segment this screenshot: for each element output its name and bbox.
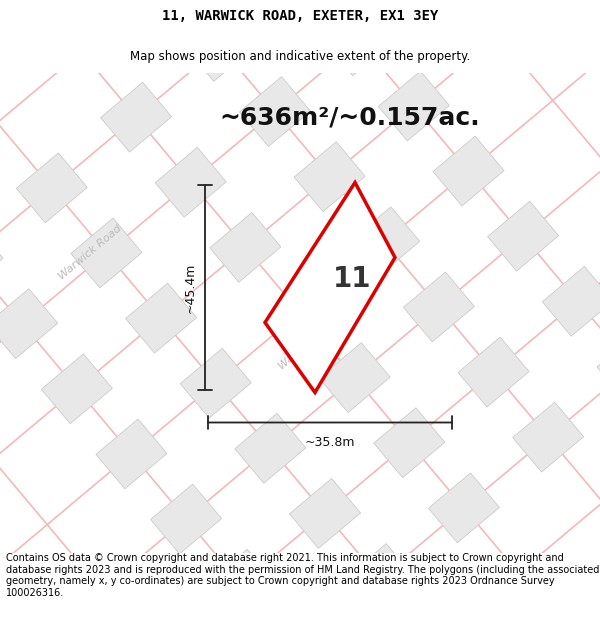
Polygon shape [428, 473, 499, 542]
Polygon shape [125, 283, 197, 353]
Polygon shape [289, 479, 361, 548]
Polygon shape [349, 207, 420, 277]
Polygon shape [16, 153, 88, 222]
Polygon shape [71, 218, 142, 288]
Polygon shape [96, 419, 167, 489]
Text: ~636m²/~0.157ac.: ~636m²/~0.157ac. [220, 106, 481, 129]
Polygon shape [324, 6, 395, 76]
Text: Warwick Road: Warwick Road [56, 223, 124, 282]
Polygon shape [180, 348, 251, 418]
Polygon shape [542, 266, 600, 336]
Polygon shape [155, 148, 226, 217]
Polygon shape [458, 337, 529, 407]
Text: 11, WARWICK ROAD, EXETER, EX1 3EY: 11, WARWICK ROAD, EXETER, EX1 3EY [162, 9, 438, 22]
Polygon shape [269, 0, 340, 11]
Polygon shape [512, 402, 584, 472]
Polygon shape [379, 71, 449, 141]
Polygon shape [403, 272, 475, 342]
Polygon shape [41, 354, 112, 424]
Polygon shape [185, 11, 256, 81]
Polygon shape [374, 408, 445, 478]
Polygon shape [210, 213, 281, 282]
Text: Contains OS data © Crown copyright and database right 2021. This information is : Contains OS data © Crown copyright and d… [6, 553, 599, 598]
Polygon shape [235, 413, 306, 483]
Text: 11: 11 [333, 265, 372, 292]
Polygon shape [205, 549, 276, 619]
Polygon shape [0, 289, 58, 359]
Text: Warwick Road: Warwick Road [277, 313, 343, 372]
Polygon shape [101, 82, 172, 152]
Polygon shape [151, 484, 221, 554]
Text: ~35.8m: ~35.8m [305, 436, 355, 449]
Polygon shape [0, 224, 3, 294]
Text: ~45.4m: ~45.4m [184, 262, 197, 312]
Polygon shape [265, 182, 395, 392]
Polygon shape [239, 77, 311, 146]
Polygon shape [344, 544, 415, 614]
Polygon shape [433, 136, 504, 206]
Polygon shape [488, 201, 559, 271]
Polygon shape [597, 331, 600, 401]
Text: Map shows position and indicative extent of the property.: Map shows position and indicative extent… [130, 49, 470, 62]
Polygon shape [319, 342, 390, 412]
Polygon shape [260, 614, 331, 625]
Polygon shape [294, 142, 365, 212]
